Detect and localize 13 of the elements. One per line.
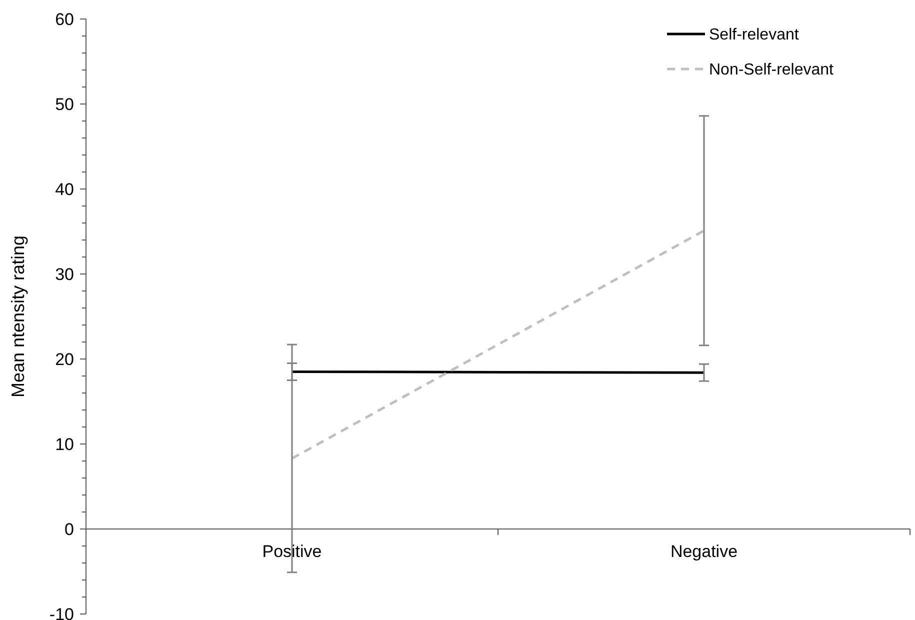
y-tick-label: 0 — [64, 520, 74, 539]
y-tick-label: 60 — [55, 10, 74, 29]
y-tick-label: -10 — [49, 604, 74, 620]
legend-label: Self-relevant — [709, 26, 800, 44]
y-tick-label: 20 — [55, 350, 74, 369]
y-tick-label: 50 — [55, 94, 74, 114]
x-tick-label: Negative — [670, 542, 738, 561]
y-tick-label: 40 — [55, 180, 74, 199]
legend-label: Non-Self-relevant — [709, 62, 834, 79]
y-axis-title: Mean ntensity rating — [8, 235, 28, 398]
x-tick-label: Positive — [262, 542, 322, 561]
y-tick-label: 30 — [55, 264, 74, 284]
y-tick-label: 10 — [55, 434, 74, 454]
